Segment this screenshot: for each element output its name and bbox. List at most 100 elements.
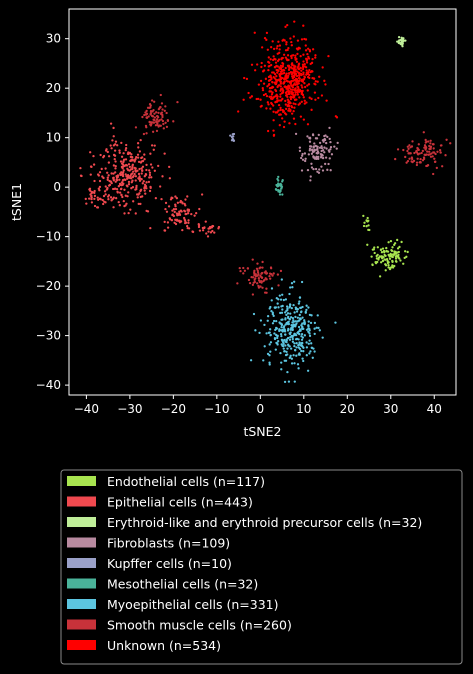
data-point (300, 333, 304, 336)
data-point (280, 326, 283, 329)
data-point (263, 345, 266, 348)
data-point (121, 163, 125, 166)
data-point (277, 306, 280, 309)
data-point (265, 31, 269, 35)
data-point (173, 210, 176, 214)
data-point (197, 225, 201, 229)
data-point (295, 78, 299, 81)
data-point (297, 367, 300, 370)
data-point (287, 47, 290, 50)
data-point (122, 169, 125, 172)
data-point (277, 175, 280, 179)
data-point (409, 146, 412, 149)
data-point (280, 323, 284, 326)
data-point (301, 158, 305, 161)
data-point (277, 109, 280, 112)
data-point (308, 339, 311, 342)
data-point (89, 173, 92, 176)
data-point (418, 152, 421, 155)
data-point (279, 269, 283, 273)
data-point (300, 344, 304, 348)
data-point (284, 78, 287, 81)
data-point (391, 259, 394, 263)
data-point (138, 177, 142, 180)
data-point (311, 356, 314, 359)
data-point (113, 153, 116, 157)
data-point (120, 155, 124, 158)
data-point (302, 118, 306, 121)
data-point (100, 167, 103, 171)
data-point (268, 331, 271, 334)
data-point (367, 224, 370, 227)
data-point (270, 77, 273, 80)
data-point (310, 346, 313, 349)
data-point (300, 169, 304, 172)
data-point (305, 346, 309, 349)
data-point (265, 291, 268, 294)
data-point (300, 38, 304, 41)
data-point (285, 341, 288, 344)
series-points-6 (274, 175, 284, 196)
data-point (371, 263, 374, 267)
data-point (373, 251, 376, 255)
data-point (97, 174, 101, 177)
data-point (428, 144, 431, 148)
data-point (159, 93, 162, 97)
data-point (145, 132, 148, 135)
data-point (289, 286, 292, 289)
data-point (268, 274, 271, 278)
data-point (297, 65, 300, 68)
data-point (115, 187, 119, 191)
data-point (261, 260, 264, 264)
data-point (291, 337, 294, 341)
data-point (284, 333, 287, 336)
data-point (307, 320, 310, 323)
data-point (298, 319, 301, 322)
data-point (101, 175, 104, 178)
data-point (276, 335, 279, 338)
data-point (278, 124, 281, 127)
data-point (139, 202, 142, 206)
data-point (428, 153, 432, 156)
data-point (291, 340, 295, 343)
data-point (292, 323, 295, 326)
data-point (302, 96, 305, 99)
data-point (285, 90, 289, 93)
data-point (317, 133, 320, 136)
data-point (292, 304, 295, 307)
data-point (250, 95, 254, 98)
data-point (118, 151, 121, 154)
data-point (366, 216, 369, 220)
data-point (246, 267, 250, 270)
data-point (293, 66, 296, 69)
data-point (280, 185, 284, 189)
data-point (205, 232, 208, 235)
data-point (145, 181, 148, 184)
data-point (287, 68, 291, 71)
data-point (255, 97, 258, 101)
data-point (232, 132, 236, 136)
data-point (265, 287, 268, 290)
data-point (303, 152, 307, 155)
data-point (267, 68, 270, 72)
y-tick-label: −10 (36, 230, 61, 244)
data-point (313, 327, 316, 330)
data-point (162, 127, 165, 130)
data-point (300, 69, 303, 72)
data-point (136, 193, 139, 196)
data-point (287, 380, 291, 383)
data-point (316, 147, 319, 150)
data-point (259, 275, 262, 278)
y-tick-label: 30 (46, 32, 61, 46)
data-point (284, 56, 287, 59)
data-point (317, 151, 320, 155)
data-point (271, 81, 274, 84)
data-point (178, 212, 181, 215)
data-point (210, 225, 214, 229)
data-point (313, 321, 317, 325)
data-point (306, 369, 310, 372)
data-point (206, 235, 210, 238)
data-point (159, 185, 162, 188)
data-point (153, 112, 156, 115)
data-point (174, 195, 177, 198)
